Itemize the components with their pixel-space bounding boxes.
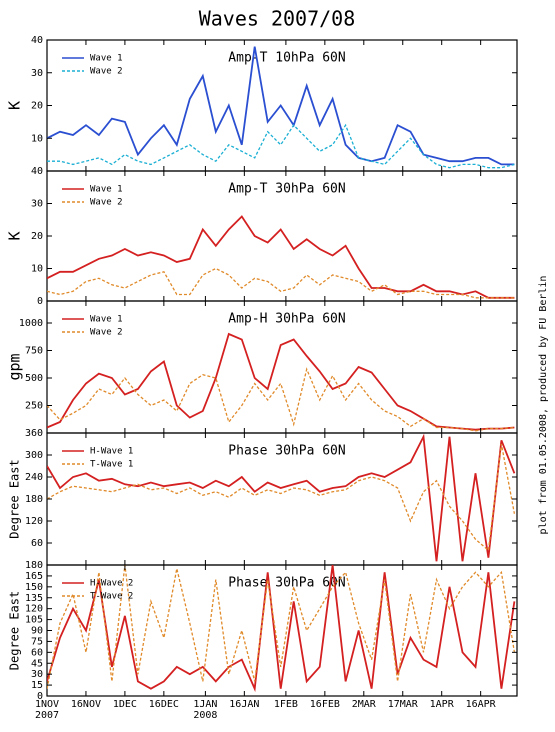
y-tick-label: 60 [31,647,43,658]
series-line [47,267,515,299]
y-tick-label: 30 [31,669,43,680]
x-tick-label: 16NOV [71,699,101,710]
legend-label: T-Wave 2 [90,592,133,602]
legend-label: Wave 2 [90,67,123,77]
y-tick-label: 10 [31,264,43,275]
x-tick-label: 16DEC [149,699,179,710]
series-line [47,123,515,169]
series-line [47,443,516,552]
panel-title: Phase 30hPa 60N [228,444,345,459]
x-tick-label: 1NOV [35,699,59,710]
y-tick-label: 105 [25,615,43,626]
y-tick-label: 10 [31,133,43,144]
series-line [47,433,516,562]
x-tick-label: 17MAR [388,699,419,710]
y-tick-label: 60 [31,538,43,549]
y-tick-label: 20 [31,231,43,242]
y-tick-label: 120 [25,516,43,527]
x-tick-label: 1DEC [113,699,137,710]
x-tick-label: 1FEB [274,699,298,710]
y-tick-label: 165 [25,571,43,582]
x-tick-label: 16JAN [229,699,259,710]
y-tick-label: 150 [25,582,43,593]
x-year-label: 2008 [193,710,217,721]
y-tick-label: 0 [37,296,43,307]
legend-label: H-Wave 1 [90,447,133,457]
y-tick-label: 0 [37,691,43,702]
y-tick-label: 90 [31,626,43,637]
y-axis-label: Degree East [8,459,22,538]
series-line [47,367,515,432]
y-tick-label: 40 [31,166,43,177]
legend-label: H-Wave 2 [90,579,133,589]
y-tick-label: 75 [31,636,43,647]
y-tick-label: 240 [25,472,43,483]
y-tick-label: 250 [25,401,43,412]
legend-label: Wave 1 [90,54,123,64]
x-tick-label: 1APR [430,699,455,710]
x-tick-label: 16FEB [310,699,340,710]
series-line [47,215,515,299]
y-tick-label: 45 [31,658,43,669]
y-axis-label: K [6,101,24,110]
y-tick-label: 120 [25,604,43,615]
side-note: plot from 01.05.2008, produced by FU Ber… [538,276,549,535]
panel-title: Amp-T 30hPa 60N [228,182,345,197]
y-axis-label: K [6,231,24,240]
x-tick-label: 2MAR [352,699,377,710]
y-tick-label: 300 [25,450,43,461]
y-tick-label: 180 [25,494,43,505]
legend-label: Wave 1 [90,185,123,195]
y-tick-label: 1000 [19,318,43,329]
legend-label: Wave 1 [90,315,123,325]
x-tick-label: 16APR [466,699,497,710]
y-tick-label: 15 [31,680,43,691]
legend-label: T-Wave 1 [90,460,133,470]
y-tick-label: 20 [31,101,43,112]
series-line [47,332,515,431]
y-tick-label: 135 [25,593,43,604]
series-line [47,46,515,166]
y-tick-label: 30 [31,199,43,210]
y-tick-label: 360 [25,428,43,439]
y-tick-label: 750 [25,346,43,357]
y-tick-label: 30 [31,68,43,79]
y-axis-label: Degree East [8,591,22,670]
legend-label: Wave 2 [90,328,123,338]
y-tick-label: 40 [31,35,43,46]
y-axis-label: gpm [6,353,24,380]
series-line [47,565,516,689]
panel-title: Phase 30hPa 60N [228,576,345,591]
y-tick-label: 500 [25,373,43,384]
panel-title: Amp-H 30hPa 60N [228,312,345,327]
panel-title: Amp-T 10hPa 60N [228,51,345,66]
x-tick-label: 1JAN [193,699,217,710]
legend-label: Wave 2 [90,198,123,208]
y-tick-label: 180 [25,560,43,571]
series-line [47,565,516,693]
chart-title: Waves 2007/08 [199,7,356,31]
x-year-label: 2007 [35,710,59,721]
